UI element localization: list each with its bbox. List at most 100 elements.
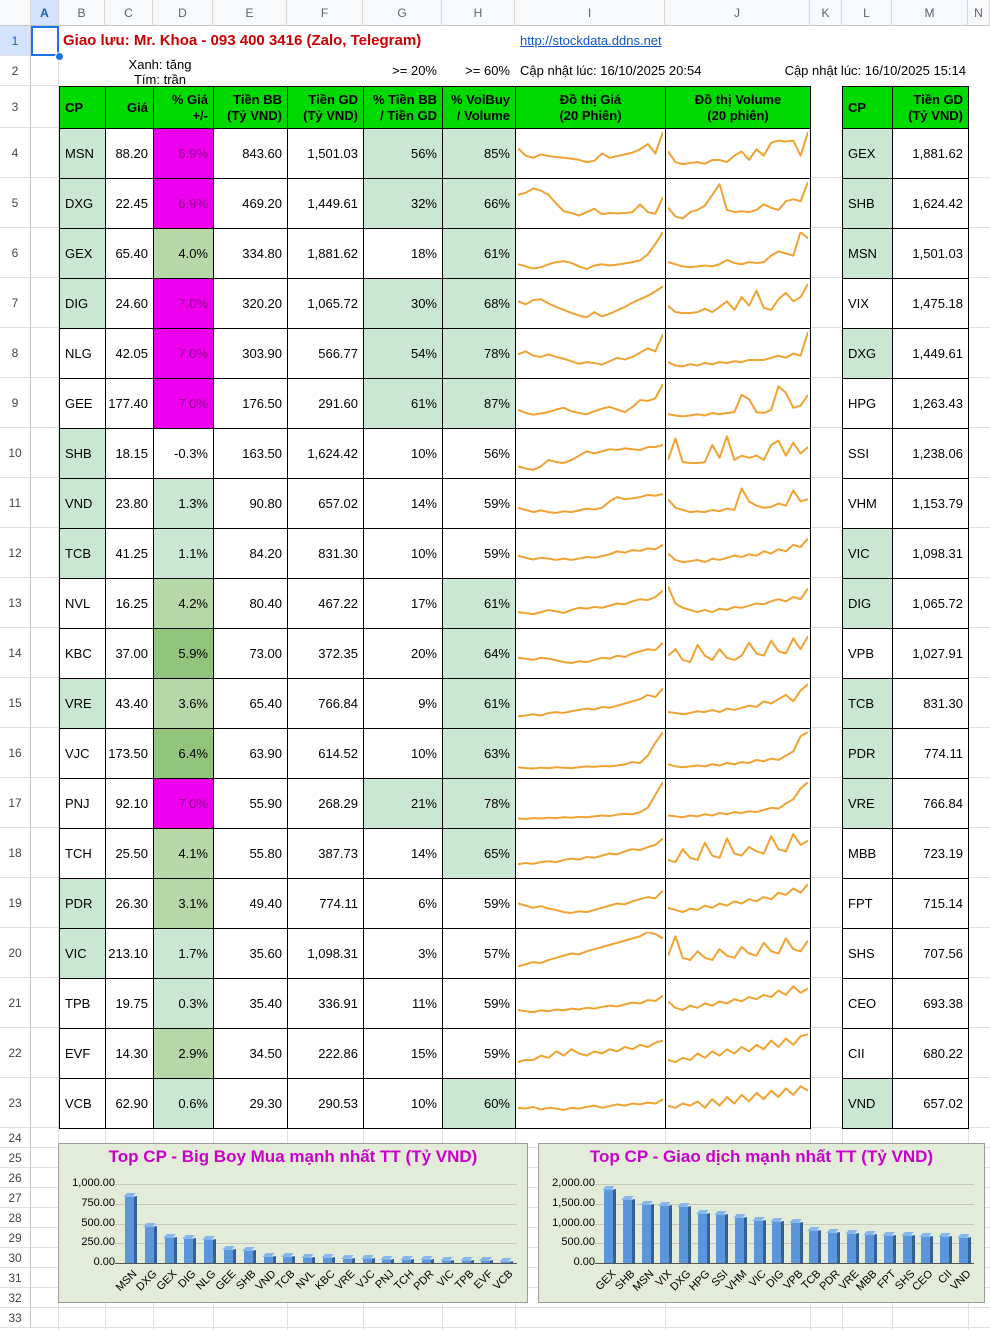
bar-CII[interactable] xyxy=(940,1236,953,1263)
cell-gia[interactable]: 92.10 xyxy=(106,779,154,829)
cell-gia[interactable]: 19.75 xyxy=(106,979,154,1029)
corner-cell[interactable] xyxy=(0,0,31,26)
cell-tien-bb[interactable]: 49.40 xyxy=(214,879,288,929)
row-header-12[interactable]: 12 xyxy=(0,528,31,578)
side-cell-cp[interactable]: VIC xyxy=(843,529,893,579)
side-cell-cp[interactable]: TCB xyxy=(843,679,893,729)
side-cell-cp[interactable]: VND xyxy=(843,1079,893,1129)
column-header-D[interactable]: D xyxy=(153,0,213,26)
row-header-16[interactable]: 16 xyxy=(0,728,31,778)
cell-pct-vol[interactable]: 59% xyxy=(443,879,516,929)
cell-tien-bb[interactable]: 320.20 xyxy=(214,279,288,329)
side-cell-tien-gd[interactable]: 693.38 xyxy=(893,979,969,1029)
cell-pct-vol[interactable]: 59% xyxy=(443,1029,516,1079)
cell-pct-bb[interactable]: 14% xyxy=(364,829,443,879)
sparkline-price[interactable] xyxy=(516,529,666,579)
cell-cp[interactable]: VRE xyxy=(60,679,106,729)
side-cell-tien-gd[interactable]: 1,263.43 xyxy=(893,379,969,429)
sparkline-price[interactable] xyxy=(516,829,666,879)
bar-TCB[interactable] xyxy=(283,1256,296,1263)
cell-tien-gd[interactable]: 467.22 xyxy=(288,579,364,629)
cell-gia[interactable]: 14.30 xyxy=(106,1029,154,1079)
cell-tien-gd[interactable]: 1,624.42 xyxy=(288,429,364,479)
side-cell-tien-gd[interactable]: 1,881.62 xyxy=(893,129,969,179)
bar-MSN[interactable] xyxy=(641,1203,654,1263)
sparkline-volume[interactable] xyxy=(666,1029,811,1079)
cell-tien-bb[interactable]: 55.90 xyxy=(214,779,288,829)
sparkline-price[interactable] xyxy=(516,129,666,179)
column-header-E[interactable]: E xyxy=(213,0,287,26)
bar-GEX[interactable] xyxy=(164,1236,177,1263)
column-header-I[interactable]: I xyxy=(515,0,665,26)
cell-pct-bb[interactable]: 20% xyxy=(364,629,443,679)
row-header-21[interactable]: 21 xyxy=(0,978,31,1028)
cell-tien-gd[interactable]: 566.77 xyxy=(288,329,364,379)
header-gia[interactable]: Giá xyxy=(106,87,154,129)
cell-cp[interactable]: VND xyxy=(60,479,106,529)
side-cell-tien-gd[interactable]: 1,238.06 xyxy=(893,429,969,479)
cell-cp[interactable]: TPB xyxy=(60,979,106,1029)
cell-tien-bb[interactable]: 303.90 xyxy=(214,329,288,379)
column-header-H[interactable]: H xyxy=(442,0,515,26)
cell-tien-bb[interactable]: 29.30 xyxy=(214,1079,288,1129)
cell-cp[interactable]: PNJ xyxy=(60,779,106,829)
cell-gia[interactable]: 22.45 xyxy=(106,179,154,229)
cell-cp[interactable]: TCH xyxy=(60,829,106,879)
row-header-1[interactable]: 1 xyxy=(0,26,31,56)
fill-handle[interactable] xyxy=(55,52,64,61)
side-cell-cp[interactable]: DXG xyxy=(843,329,893,379)
bar-VJC[interactable] xyxy=(362,1257,375,1263)
bar-KBC[interactable] xyxy=(322,1257,335,1263)
side-cell-cp[interactable]: DIG xyxy=(843,579,893,629)
cell-gia[interactable]: 25.50 xyxy=(106,829,154,879)
stockdata-link[interactable]: http://stockdata.ddns.net xyxy=(520,33,662,48)
row-header-29[interactable]: 29 xyxy=(0,1228,31,1248)
side-cell-tien-gd[interactable]: 1,153.79 xyxy=(893,479,969,529)
bar-TCH[interactable] xyxy=(402,1258,415,1263)
cell-pct-change[interactable]: 4.0% xyxy=(154,229,214,279)
cell-cp[interactable]: NLG xyxy=(60,329,106,379)
header-pct-bb[interactable]: % Tiền BB / Tiền GD xyxy=(364,87,443,129)
row-header-22[interactable]: 22 xyxy=(0,1028,31,1078)
selected-cell-a1[interactable] xyxy=(31,26,59,56)
side-cell-tien-gd[interactable]: 723.19 xyxy=(893,829,969,879)
cell-pct-bb[interactable]: 18% xyxy=(364,229,443,279)
bar-DIG[interactable] xyxy=(184,1237,197,1263)
cell-gia[interactable]: 23.80 xyxy=(106,479,154,529)
row-header-10[interactable]: 10 xyxy=(0,428,31,478)
side-header-cp[interactable]: CP xyxy=(843,87,893,129)
cell-gia[interactable]: 43.40 xyxy=(106,679,154,729)
sparkline-price[interactable] xyxy=(516,579,666,629)
column-header-M[interactable]: M xyxy=(892,0,968,26)
cell-pct-bb[interactable]: 54% xyxy=(364,329,443,379)
side-cell-cp[interactable]: VIX xyxy=(843,279,893,329)
cell-cp[interactable]: GEX xyxy=(60,229,106,279)
cell-pct-bb[interactable]: 15% xyxy=(364,1029,443,1079)
bar-DXG[interactable] xyxy=(144,1225,157,1263)
cell-tien-bb[interactable]: 80.40 xyxy=(214,579,288,629)
side-cell-tien-gd[interactable]: 1,501.03 xyxy=(893,229,969,279)
side-cell-tien-gd[interactable]: 680.22 xyxy=(893,1029,969,1079)
sparkline-price[interactable] xyxy=(516,979,666,1029)
row-header-33[interactable]: 33 xyxy=(0,1308,31,1328)
header-pct[interactable]: % Giá +/- xyxy=(154,87,214,129)
cell-pct-change[interactable]: 7.0% xyxy=(154,379,214,429)
side-cell-tien-gd[interactable]: 657.02 xyxy=(893,1079,969,1129)
bar-VHM[interactable] xyxy=(734,1217,747,1263)
cell-cp[interactable]: VCB xyxy=(60,1079,106,1129)
sparkline-volume[interactable] xyxy=(666,279,811,329)
side-cell-cp[interactable]: MBB xyxy=(843,829,893,879)
cell-cp[interactable]: DIG xyxy=(60,279,106,329)
row-header-7[interactable]: 7 xyxy=(0,278,31,328)
bar-NLG[interactable] xyxy=(204,1238,217,1263)
chart-bigboy-buy[interactable]: Top CP - Big Boy Mua mạnh nhất TT (Tỷ VN… xyxy=(58,1143,528,1303)
cell-pct-change[interactable]: 3.6% xyxy=(154,679,214,729)
row-header-8[interactable]: 8 xyxy=(0,328,31,378)
side-cell-tien-gd[interactable]: 831.30 xyxy=(893,679,969,729)
side-cell-tien-gd[interactable]: 1,624.42 xyxy=(893,179,969,229)
cell-pct-vol[interactable]: 64% xyxy=(443,629,516,679)
bar-CEO[interactable] xyxy=(921,1235,934,1263)
cell-pct-bb[interactable]: 56% xyxy=(364,129,443,179)
cell-tien-bb[interactable]: 73.00 xyxy=(214,629,288,679)
column-header-L[interactable]: L xyxy=(842,0,892,26)
